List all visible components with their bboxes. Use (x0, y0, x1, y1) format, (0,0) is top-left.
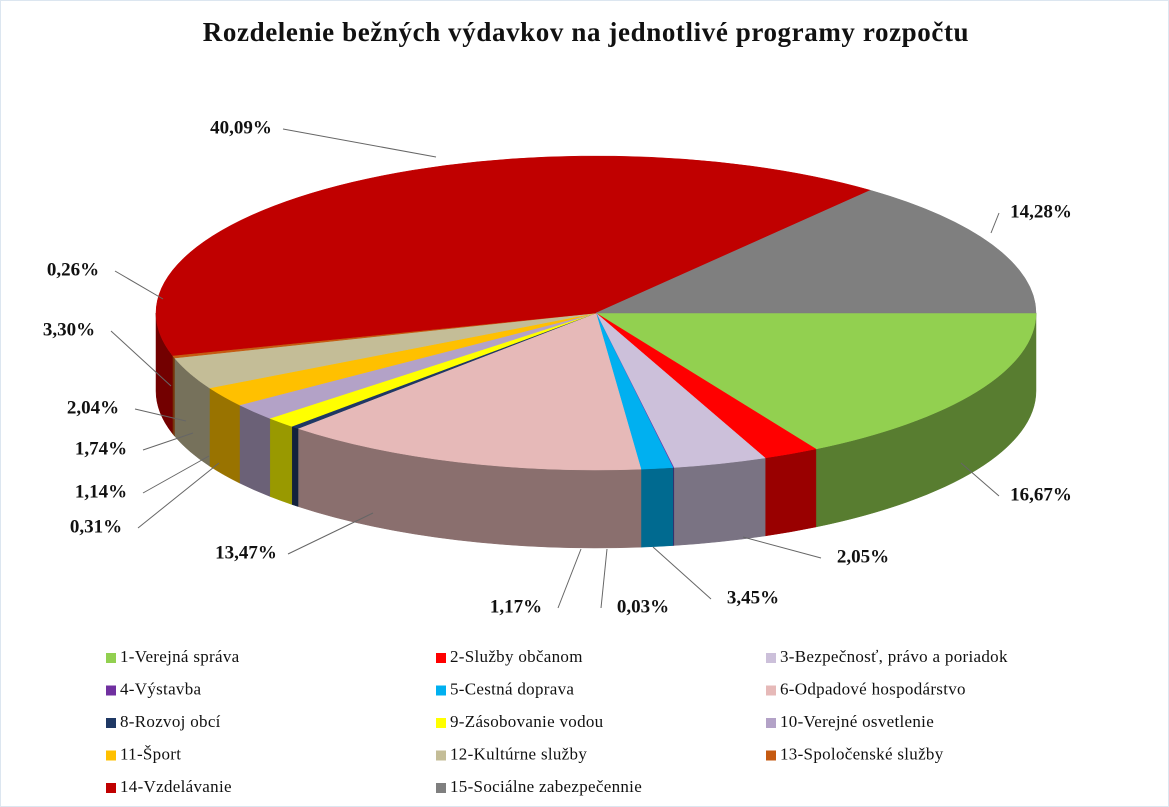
legend-label: 11-Šport (120, 744, 181, 763)
legend-label: 5-Cestná doprava (450, 679, 574, 698)
legend-swatch (106, 783, 116, 793)
slice (595, 312, 1037, 450)
data-label: 14,28% (1010, 201, 1072, 222)
legend-label: 12-Kultúrne služby (450, 744, 587, 763)
legend-label: 15-Sociálne zabezpečennie (450, 777, 642, 796)
leader-line (557, 548, 582, 609)
data-label: 0,26% (47, 259, 99, 280)
legend-label: 10-Verejné osvetlenie (780, 712, 934, 731)
legend-swatch (436, 783, 446, 793)
slice-side (239, 404, 271, 497)
legend-label: 1-Verejná správa (120, 647, 240, 666)
data-label: 2,05% (837, 546, 889, 567)
legend-swatch (766, 685, 776, 696)
chart-title: Rozdelenie bežných výdavkov na jednotliv… (202, 17, 970, 47)
legend-swatch (766, 653, 776, 663)
slice (297, 312, 642, 471)
legend-label: 14-Vzdelávanie (120, 777, 232, 796)
slice-side (172, 354, 175, 437)
data-label: 2,04% (67, 397, 119, 418)
legend-swatch (436, 685, 446, 696)
legend-label: 3-Bezpečnosť, právo a poriadok (780, 647, 1008, 666)
data-label: 16,67% (1010, 484, 1072, 505)
legend-swatch (106, 718, 116, 728)
legend-swatch (436, 653, 446, 663)
data-label: 3,45% (727, 587, 779, 608)
leader-line (114, 270, 164, 300)
data-label: 1,17% (490, 596, 542, 617)
legend-label: 4-Výstavba (120, 679, 202, 698)
slice-side (764, 448, 817, 537)
leader-line (287, 512, 374, 555)
legend-label: 8-Rozvoj obcí (120, 712, 221, 731)
legend-label: 2-Služby občanom (450, 647, 583, 666)
leader-line (110, 330, 172, 387)
legend-swatch (436, 750, 446, 761)
legend-label: 13-Spoločenské služby (780, 744, 944, 763)
leader-line (960, 462, 1000, 497)
data-label: 1,74% (75, 438, 127, 459)
leader-line (742, 536, 822, 559)
legend-swatch (106, 750, 116, 761)
leader-line (652, 546, 712, 600)
leader-line (142, 432, 194, 451)
legend-label: 6-Odpadové hospodárstvo (780, 679, 966, 698)
legend-swatch (766, 718, 776, 728)
data-label: 3,30% (43, 319, 95, 340)
leader-line (990, 212, 1000, 234)
leader-line (282, 128, 437, 158)
leader-line (600, 548, 608, 609)
slice-side (673, 457, 766, 546)
slice-side (269, 418, 293, 505)
leader-line (142, 455, 210, 494)
legend-swatch (766, 750, 776, 761)
legend-swatch (436, 718, 446, 728)
slice-side (291, 426, 299, 507)
legend-swatch (106, 653, 116, 663)
data-label: 0,03% (617, 596, 669, 617)
slice (155, 155, 872, 356)
slice-side (640, 467, 674, 548)
data-label: 40,09% (210, 117, 272, 138)
legend-swatch (106, 685, 116, 696)
slice (595, 190, 1037, 314)
data-label: 0,31% (70, 516, 122, 537)
leader-line (134, 408, 187, 422)
legend-label: 9-Zásobovanie vodou (450, 712, 604, 731)
data-label: 1,14% (75, 481, 127, 502)
leader-line (137, 462, 220, 529)
data-label: 13,47% (215, 542, 277, 563)
